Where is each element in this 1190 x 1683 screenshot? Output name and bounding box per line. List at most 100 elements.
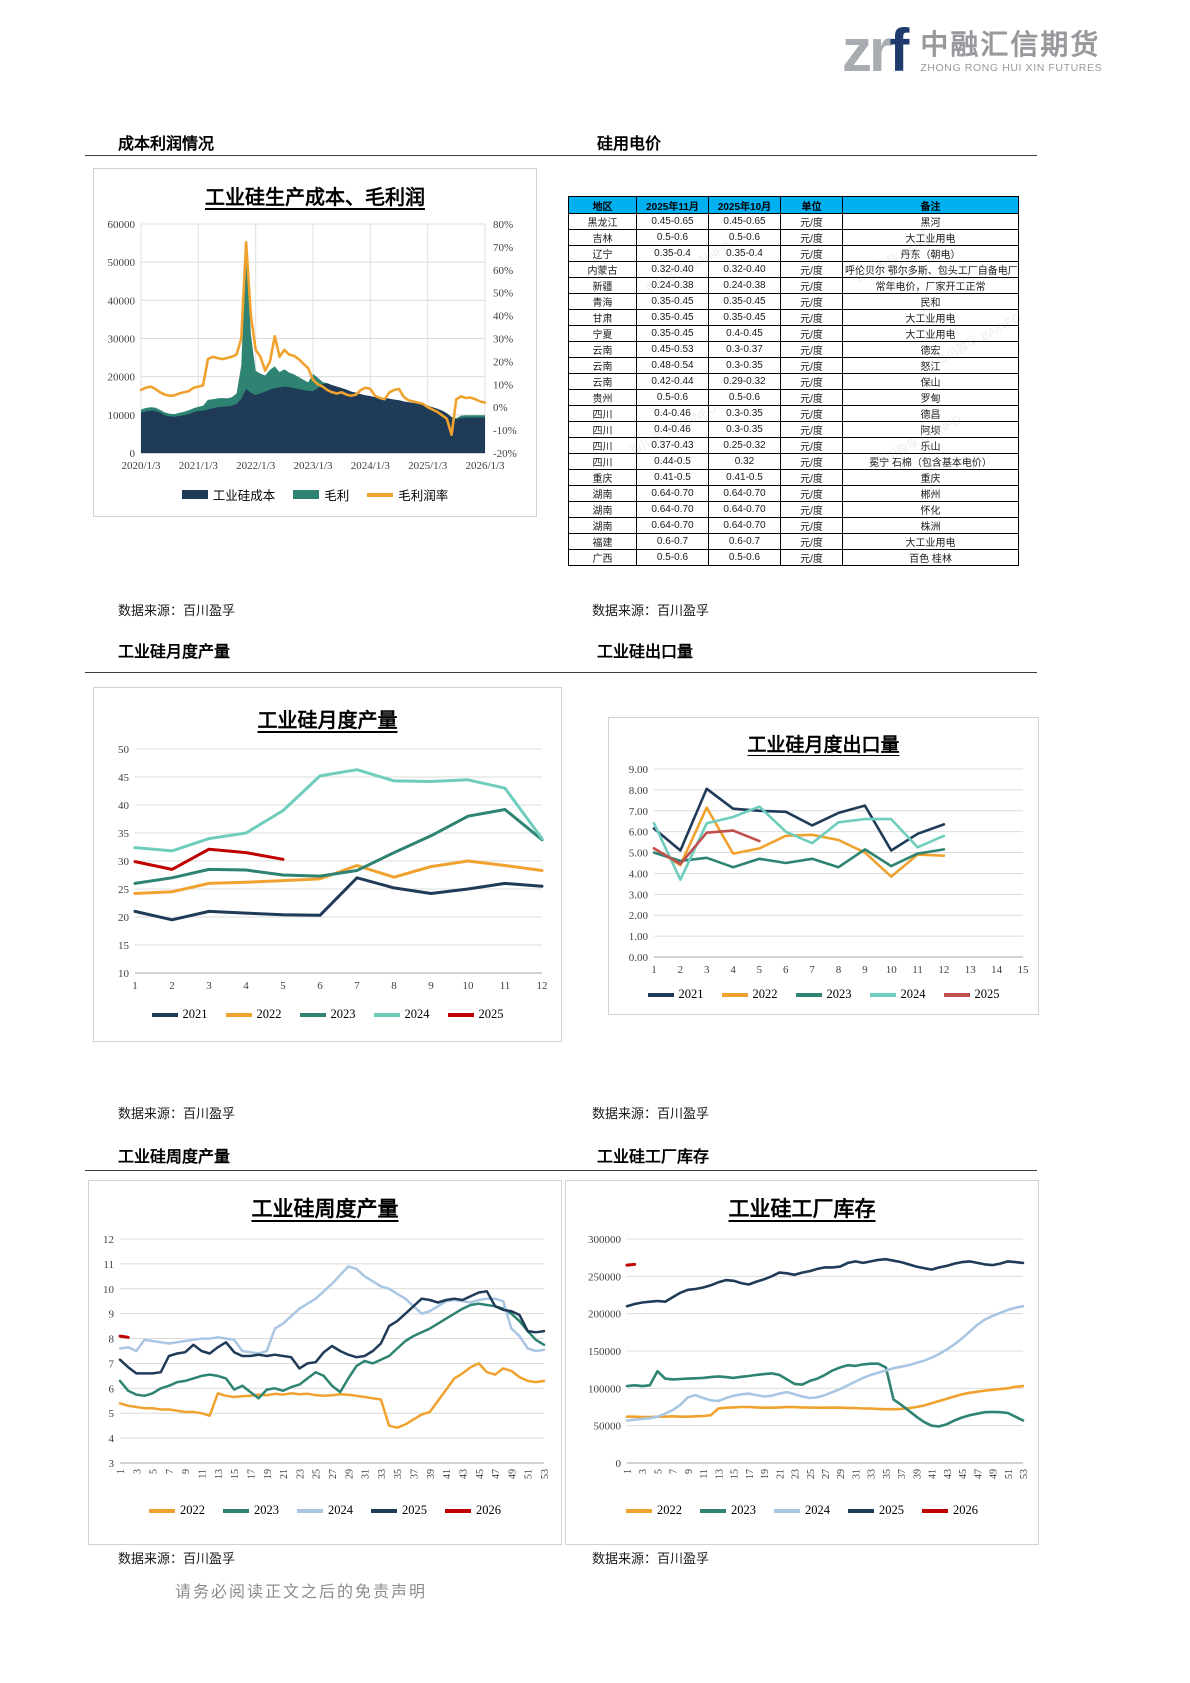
price-table-header-cell: 2025年11月 xyxy=(636,196,709,214)
weekly-production-chart-box: 工业硅周度产量 3 4 5 6 7 8 9 10 11 12 1 3 5 7 9 11 13 15 17 19 21 23… xyxy=(88,1180,562,1545)
svg-text:7.00: 7.00 xyxy=(629,806,649,818)
legend-item: 2024 xyxy=(774,1503,830,1518)
svg-text:17: 17 xyxy=(246,1469,257,1479)
svg-text:60%: 60% xyxy=(493,265,513,277)
price-table-body: 黑龙江 0.45-0.65 0.45-0.65 元/度 黑河 吉林 0.5-0.6 0.5-0… xyxy=(568,213,1019,566)
svg-text:3: 3 xyxy=(132,1469,143,1474)
legend-swatch xyxy=(367,492,394,497)
svg-text:7: 7 xyxy=(354,980,360,992)
legend-swatch xyxy=(721,992,748,997)
svg-text:35: 35 xyxy=(393,1469,404,1479)
table-cell: 0.24-0.38 xyxy=(636,277,709,294)
price-table-header-cell: 地区 xyxy=(568,196,637,214)
svg-text:19: 19 xyxy=(263,1469,274,1479)
legend-label: 2024 xyxy=(404,1007,430,1021)
svg-text:1: 1 xyxy=(132,980,138,992)
table-cell: 株洲 xyxy=(842,517,1019,534)
table-cell: 元/度 xyxy=(780,469,843,486)
legend-swatch xyxy=(943,992,970,997)
svg-text:43: 43 xyxy=(458,1469,469,1479)
table-row: 重庆 0.41-0.5 0.41-0.5 元/度 重庆 xyxy=(568,469,1019,486)
table-cell: 怀化 xyxy=(842,501,1019,518)
svg-text:15: 15 xyxy=(1018,964,1030,976)
legend-swatch xyxy=(297,1508,323,1513)
table-cell: 德昌 xyxy=(842,405,1019,422)
table-cell: 0.45-0.65 xyxy=(708,213,781,230)
table-cell: 0.5-0.6 xyxy=(636,229,709,246)
table-cell: 0.3-0.35 xyxy=(708,405,781,422)
data-source-note: 数据来源：百川盈孚 xyxy=(592,1551,710,1566)
svg-text:29: 29 xyxy=(344,1469,355,1479)
svg-text:41: 41 xyxy=(442,1469,453,1479)
legend-label: 2023 xyxy=(731,1503,756,1517)
table-cell: 0.29-0.32 xyxy=(708,373,781,390)
table-cell: 0.44-0.5 xyxy=(636,453,709,470)
price-table-head: 地区 2025年11月 2025年10月 单位 备注 xyxy=(568,196,1019,214)
svg-text:31: 31 xyxy=(851,1469,862,1479)
monthly-production-chart-legend: 2021 2022 2023 2024 2025 xyxy=(151,1007,504,1022)
table-cell: 0.5-0.6 xyxy=(708,389,781,406)
svg-text:9: 9 xyxy=(109,1309,115,1321)
svg-text:37: 37 xyxy=(897,1469,908,1479)
svg-text:250000: 250000 xyxy=(588,1271,622,1283)
legend-swatch xyxy=(149,1508,175,1513)
table-cell: 0.24-0.38 xyxy=(708,277,781,294)
table-row: 湖南 0.64-0.70 0.64-0.70 元/度 郴州 xyxy=(568,485,1019,502)
svg-text:49: 49 xyxy=(507,1469,518,1479)
svg-text:-20%: -20% xyxy=(493,448,517,460)
table-cell: 元/度 xyxy=(780,421,843,438)
section-divider-1 xyxy=(85,155,1037,156)
table-cell: 元/度 xyxy=(780,389,843,406)
svg-text:5.00: 5.00 xyxy=(629,848,649,860)
svg-text:100000: 100000 xyxy=(588,1383,622,1395)
legend-item: 2021 xyxy=(151,1007,208,1022)
svg-text:15: 15 xyxy=(730,1469,741,1479)
svg-text:21: 21 xyxy=(279,1469,290,1479)
legend-item: 2025 xyxy=(447,1007,504,1022)
factory-inventory-chart-box: 工业硅工厂库存 0 50000 100000 150000 200000 250000 30… xyxy=(565,1180,1039,1545)
svg-text:11: 11 xyxy=(500,980,511,992)
svg-text:1: 1 xyxy=(651,964,657,976)
svg-text:1: 1 xyxy=(116,1469,127,1474)
legend-label: 毛利 xyxy=(324,489,350,503)
svg-text:12: 12 xyxy=(103,1234,114,1246)
svg-text:50: 50 xyxy=(118,744,130,756)
table-cell: 元/度 xyxy=(780,437,843,454)
table-row: 青海 0.35-0.45 0.35-0.45 元/度 民和 xyxy=(568,293,1019,310)
table-row: 湖南 0.64-0.70 0.64-0.70 元/度 怀化 xyxy=(568,501,1019,518)
svg-text:11: 11 xyxy=(699,1469,710,1479)
svg-text:30: 30 xyxy=(118,856,130,868)
table-cell: 常年电价，厂家开工正常 xyxy=(842,277,1019,294)
table-cell: 0.64-0.70 xyxy=(636,517,709,534)
svg-text:6.00: 6.00 xyxy=(629,827,649,839)
table-cell: 元/度 xyxy=(780,261,843,278)
legend-swatch xyxy=(626,1508,652,1513)
svg-text:8: 8 xyxy=(836,964,842,976)
svg-text:4.00: 4.00 xyxy=(629,868,649,880)
table-cell: 0.35-0.45 xyxy=(636,309,709,326)
table-cell: 元/度 xyxy=(780,341,843,358)
legend-item: 2022 xyxy=(626,1503,682,1518)
table-cell: 元/度 xyxy=(780,309,843,326)
table-cell: 0.41-0.5 xyxy=(708,469,781,486)
svg-text:20000: 20000 xyxy=(108,372,136,384)
svg-text:6: 6 xyxy=(109,1383,115,1395)
table-cell: 内蒙古 xyxy=(568,261,637,278)
svg-text:17: 17 xyxy=(745,1469,756,1479)
svg-text:2: 2 xyxy=(678,964,684,976)
legend-label: 2023 xyxy=(330,1007,356,1021)
legend-swatch xyxy=(225,1012,252,1017)
table-cell: 元/度 xyxy=(780,485,843,502)
legend-label: 2021 xyxy=(678,987,704,1001)
svg-text:25: 25 xyxy=(806,1469,817,1479)
legend-label: 2025 xyxy=(478,1007,504,1021)
table-cell: 0.4-0.46 xyxy=(636,405,709,422)
svg-text:45: 45 xyxy=(118,772,130,784)
svg-text:13: 13 xyxy=(714,1469,725,1479)
svg-text:9.00: 9.00 xyxy=(629,764,649,776)
table-cell: 0.4-0.45 xyxy=(708,325,781,342)
table-cell: 元/度 xyxy=(780,229,843,246)
svg-text:2: 2 xyxy=(169,980,175,992)
table-row: 四川 0.4-0.46 0.3-0.35 元/度 阿坝 xyxy=(568,421,1019,438)
svg-text:12: 12 xyxy=(537,980,548,992)
